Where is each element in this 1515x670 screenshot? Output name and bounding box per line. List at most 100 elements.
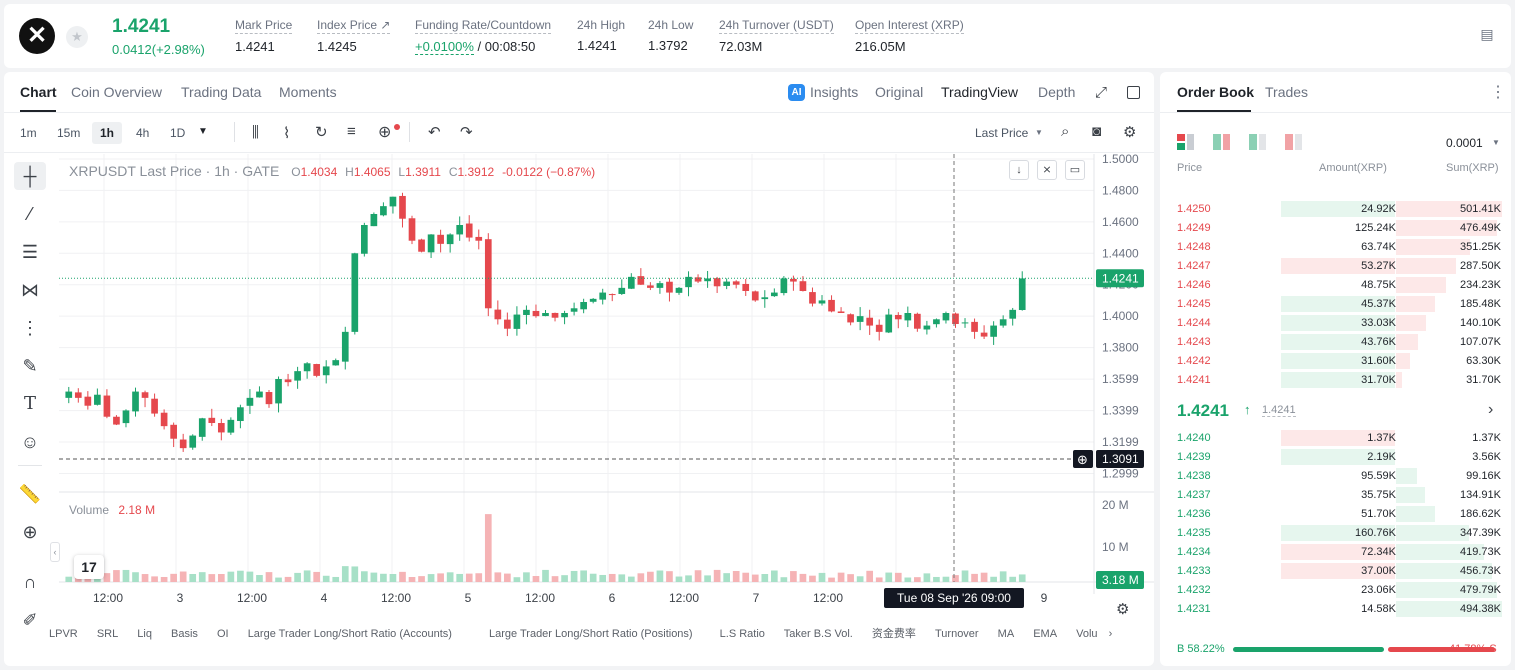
tab-moments[interactable]: Moments: [279, 84, 337, 100]
tab-trades[interactable]: Trades: [1265, 84, 1309, 100]
ind-oi[interactable]: OI: [217, 628, 229, 640]
bid-row[interactable]: 1.4239 2.19K 3.56K: [1160, 448, 1511, 467]
pattern-tool-icon[interactable]: ⋈: [21, 280, 39, 300]
ind-lpvr[interactable]: LPVR: [49, 628, 78, 640]
ask-row[interactable]: 1.4249 125.24K 476.49K: [1160, 219, 1511, 238]
layout-icon[interactable]: ≡: [347, 123, 356, 140]
ind-ls-ratio[interactable]: L.S Ratio: [719, 628, 765, 640]
ind-srl[interactable]: SRL: [96, 628, 119, 640]
tf-1d[interactable]: 1D: [170, 126, 186, 140]
ask-row[interactable]: 1.4250 24.92K 501.41K: [1160, 200, 1511, 219]
stat-funding-rate[interactable]: Funding Rate/Countdown +0.0100% / 00:08:…: [415, 18, 552, 55]
favorite-star-icon[interactable]: ★: [66, 26, 88, 48]
arrow-down-icon[interactable]: ↓: [1009, 160, 1029, 180]
search-icon[interactable]: ⌕: [1061, 123, 1070, 140]
row-price: 1.4250: [1177, 203, 1211, 215]
view-asks-icon[interactable]: [1285, 134, 1303, 150]
window-icon[interactable]: [1127, 86, 1140, 99]
brush-tool-icon[interactable]: ✎: [22, 356, 38, 376]
tf-dropdown-icon[interactable]: ▼: [198, 126, 208, 137]
view-bids-icon[interactable]: [1249, 134, 1267, 150]
tab-original[interactable]: Original: [875, 84, 924, 100]
tab-depth[interactable]: Depth: [1038, 84, 1076, 100]
chevron-right-icon[interactable]: ›: [1108, 628, 1113, 640]
channel-tool-icon[interactable]: ☰: [21, 242, 39, 262]
bid-row[interactable]: 1.4235 160.76K 347.39K: [1160, 524, 1511, 543]
row-price: 1.4235: [1177, 527, 1211, 539]
ind-turnover[interactable]: Turnover: [934, 628, 979, 640]
tf-15m[interactable]: 15m: [57, 126, 81, 140]
collapse-toolbar-icon[interactable]: ‹: [50, 542, 60, 562]
ind-volume[interactable]: Volu: [1076, 628, 1098, 640]
price-chart[interactable]: 1.50001.48001.46001.44001.42001.40001.38…: [59, 154, 1154, 624]
ask-row[interactable]: 1.4241 31.70K 31.70K: [1160, 371, 1511, 390]
view-both-icon[interactable]: [1177, 134, 1195, 150]
undo-icon[interactable]: ↶: [428, 124, 441, 141]
tf-4h[interactable]: 4h: [136, 126, 150, 140]
indicators-icon[interactable]: ⌇: [283, 125, 291, 142]
stat-24h-turnover[interactable]: 24h Turnover (USDT) 72.03M: [719, 18, 834, 54]
bid-row[interactable]: 1.4240 1.37K 1.37K: [1160, 429, 1511, 448]
zoom-in-tool-icon[interactable]: ⊕: [22, 522, 38, 542]
crosshair-tool-icon[interactable]: ┼: [14, 162, 46, 190]
tab-insights[interactable]: Insights: [810, 84, 859, 100]
candle-body: [475, 236, 483, 241]
ind-funding[interactable]: 资金费率: [871, 628, 916, 640]
tab-order-book[interactable]: Order Book: [1177, 84, 1255, 100]
chevron-right-icon[interactable]: ›: [1488, 401, 1494, 418]
ask-row[interactable]: 1.4247 53.27K 287.50K: [1160, 257, 1511, 276]
price-type-select[interactable]: Last Price: [975, 126, 1029, 140]
bid-row[interactable]: 1.4236 51.70K 186.62K: [1160, 505, 1511, 524]
tab-chart[interactable]: Chart: [20, 84, 57, 100]
tab-coin-overview[interactable]: Coin Overview: [71, 84, 163, 100]
ask-row[interactable]: 1.4243 43.76K 107.07K: [1160, 333, 1511, 352]
ask-row[interactable]: 1.4248 63.74K 351.25K: [1160, 238, 1511, 257]
chart-settings-icon[interactable]: ⚙: [1116, 601, 1130, 618]
fullscreen-icon[interactable]: ▭: [1065, 160, 1085, 180]
ask-row[interactable]: 1.4245 45.37K 185.48K: [1160, 295, 1511, 314]
ind-ls-positions[interactable]: Large Trader Long/Short Ratio (Positions…: [488, 628, 693, 640]
book-icon[interactable]: ▤: [1480, 26, 1494, 42]
bid-row[interactable]: 1.4232 23.06K 479.79K: [1160, 581, 1511, 600]
ind-ls-accounts[interactable]: Large Trader Long/Short Ratio (Accounts): [247, 628, 452, 640]
tf-1h[interactable]: 1h: [92, 122, 123, 144]
expand-icon[interactable]: ⤢: [1094, 84, 1107, 101]
fib-tool-icon[interactable]: ⋮: [21, 318, 39, 338]
redo-icon[interactable]: ↷: [460, 124, 473, 141]
precision-select[interactable]: 0.0001: [1446, 136, 1483, 150]
tab-tradingview[interactable]: TradingView: [941, 84, 1019, 100]
bid-row[interactable]: 1.4233 37.00K 456.73K: [1160, 562, 1511, 581]
tradingview-logo-icon[interactable]: 17: [74, 555, 104, 579]
bid-row[interactable]: 1.4238 95.59K 99.16K: [1160, 467, 1511, 486]
ind-basis[interactable]: Basis: [171, 628, 198, 640]
ruler-tool-icon[interactable]: 📏: [18, 484, 42, 504]
ask-row[interactable]: 1.4242 31.60K 63.30K: [1160, 352, 1511, 371]
stat-mark-price[interactable]: Mark Price 1.4241: [235, 18, 293, 54]
view-bids-asks-icon[interactable]: [1213, 134, 1231, 150]
tab-trading-data[interactable]: Trading Data: [181, 84, 262, 100]
emoji-tool-icon[interactable]: ☺: [20, 432, 40, 452]
bid-row[interactable]: 1.4231 14.58K 494.38K: [1160, 600, 1511, 619]
candle-type-icon[interactable]: ⫼: [252, 124, 259, 141]
ind-ema[interactable]: EMA: [1033, 628, 1058, 640]
tf-1m[interactable]: 1m: [20, 126, 37, 140]
trendline-tool-icon[interactable]: ⁄: [28, 204, 32, 224]
magnet-tool-icon[interactable]: ∩: [23, 572, 37, 592]
camera-icon[interactable]: ◙: [1092, 123, 1102, 140]
ask-row[interactable]: 1.4246 48.75K 234.23K: [1160, 276, 1511, 295]
bid-row[interactable]: 1.4237 35.75K 134.91K: [1160, 486, 1511, 505]
bid-row[interactable]: 1.4234 72.34K 419.73K: [1160, 543, 1511, 562]
more-icon[interactable]: ⋮: [1490, 84, 1506, 101]
text-tool-icon[interactable]: T: [23, 393, 36, 414]
settings-gear-icon[interactable]: ⚙: [1123, 124, 1137, 141]
ind-liq[interactable]: Liq: [137, 628, 152, 640]
ask-row[interactable]: 1.4244 33.03K 140.10K: [1160, 314, 1511, 333]
replay-icon[interactable]: ↻: [315, 124, 328, 141]
ind-ma[interactable]: MA: [997, 628, 1015, 640]
ind-taker-vol[interactable]: Taker B.S Vol.: [783, 628, 853, 640]
stat-index-price[interactable]: Index Price ↗ 1.4245: [317, 18, 391, 54]
stat-open-interest[interactable]: Open Interest (XRP) 216.05M: [855, 18, 964, 54]
pencil-lock-icon[interactable]: ✐: [22, 610, 38, 630]
collapse-icon[interactable]: ⨯: [1037, 160, 1057, 180]
add-alert-icon[interactable]: ⊕: [378, 124, 392, 141]
